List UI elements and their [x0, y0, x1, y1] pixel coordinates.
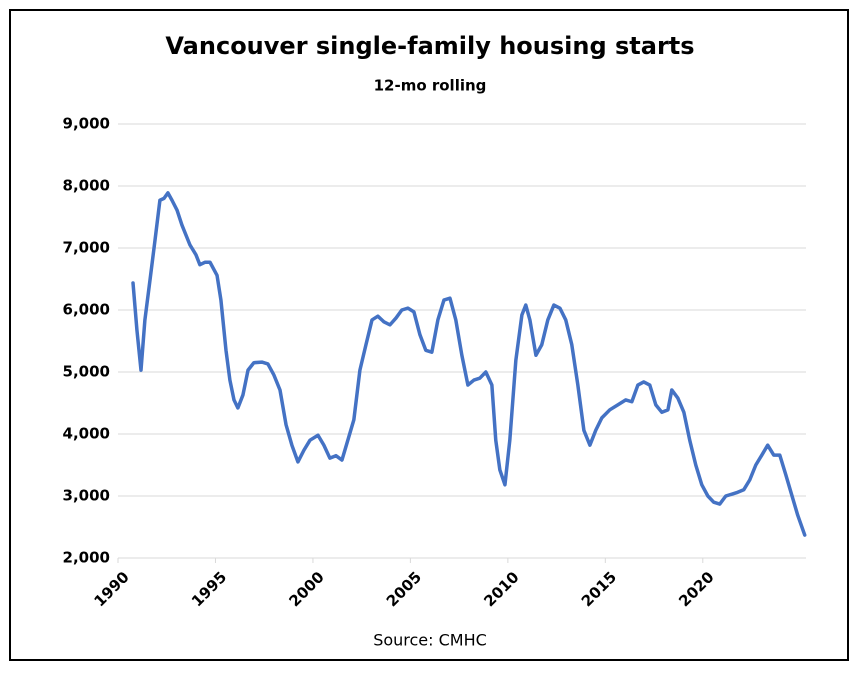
y-tick-label: 7,000 [63, 239, 110, 257]
y-tick-label: 5,000 [63, 363, 110, 381]
y-tick-label: 4,000 [63, 425, 110, 443]
chart-subtitle: 12-mo rolling [374, 77, 487, 95]
y-tick-label: 3,000 [63, 487, 110, 505]
data-line [131, 191, 807, 537]
y-tick-label: 9,000 [63, 115, 110, 133]
frame [9, 9, 849, 661]
source-note: Source: CMHC [373, 631, 487, 650]
chart-title: Vancouver single-family housing starts [165, 32, 694, 60]
y-tick-label: 2,000 [63, 549, 110, 567]
y-tick-label: 6,000 [63, 301, 110, 319]
y-tick-label: 8,000 [63, 177, 110, 195]
